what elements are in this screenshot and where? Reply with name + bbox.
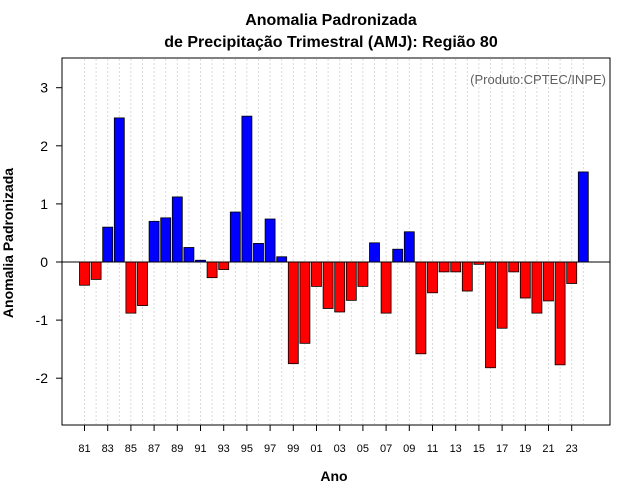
bar-12	[438, 261, 450, 273]
x-tick-label: 01	[310, 443, 322, 455]
bar-95	[241, 115, 253, 263]
bar-85	[125, 261, 137, 314]
bar-87	[148, 220, 160, 263]
bars	[79, 115, 589, 369]
bar-11	[427, 261, 438, 294]
x-tick-label: 13	[450, 443, 462, 455]
bar-93	[218, 261, 230, 270]
bar-82	[90, 261, 102, 280]
bar-16	[485, 261, 496, 369]
x-tick-label: 17	[496, 443, 508, 455]
y-tick-label: -1	[36, 312, 49, 328]
x-tick-label: 23	[566, 443, 578, 455]
y-axis: -2 -1 0 1 2 3	[36, 80, 62, 386]
bar-09	[403, 231, 415, 263]
bar-05	[357, 261, 369, 287]
bar-96	[253, 243, 264, 263]
bar-10	[415, 261, 427, 355]
x-tick-label: 03	[334, 443, 346, 455]
y-tick-label: 0	[40, 254, 48, 270]
plot-frame	[61, 57, 611, 426]
x-tick-label: 21	[542, 443, 554, 455]
x-tick-label: 09	[403, 443, 415, 455]
y-tick-label: -2	[36, 370, 49, 386]
x-tick-label: 83	[102, 443, 114, 455]
chart-title-line-1: Anomalia Padronizada	[245, 12, 417, 29]
bar-04	[345, 261, 357, 301]
bar-24	[577, 171, 589, 263]
x-tick-label: 05	[357, 443, 369, 455]
bar-00	[299, 261, 311, 344]
bar-22	[554, 261, 566, 366]
x-tick-label: 87	[148, 443, 160, 455]
bar-94	[229, 211, 241, 263]
x-tick-label: 93	[218, 443, 230, 455]
bar-14	[461, 261, 473, 292]
x-tick-label: 89	[171, 443, 183, 455]
x-tick-label: 95	[241, 443, 253, 455]
x-tick-label: 97	[264, 443, 276, 455]
bar-81	[79, 261, 90, 286]
bar-23	[566, 261, 578, 284]
x-axis: 81 83 85 87 89 91 93 95 97 99 01 03 05 07 09 11 13 15 17 19…	[78, 425, 578, 455]
bar-89	[171, 196, 183, 263]
bar-19	[519, 261, 531, 299]
bar-02	[322, 261, 334, 309]
y-axis-title: Anomalia Padronizada	[0, 168, 16, 318]
bar-90	[183, 247, 195, 263]
x-tick-label: 15	[473, 443, 485, 455]
bar-21	[543, 261, 554, 302]
x-tick-label: 81	[78, 443, 90, 455]
bar-03	[334, 261, 346, 313]
x-tick-label: 11	[427, 443, 438, 455]
bar-88	[160, 217, 172, 263]
bar-97	[264, 218, 276, 263]
x-tick-label: 19	[519, 443, 531, 455]
y-tick-label: 1	[40, 196, 48, 212]
bar-99	[287, 261, 299, 365]
x-tick-label: 07	[380, 443, 392, 455]
bar-98	[276, 256, 288, 263]
chart-title-line-2: de Precipitação Trimestral (AMJ): Região…	[164, 34, 498, 51]
bar-18	[508, 261, 520, 273]
bar-92	[206, 261, 218, 279]
y-tick-label: 3	[40, 80, 48, 96]
source-annotation: (Produto:CPTEC/INPE)	[470, 72, 606, 87]
bar-84	[113, 117, 125, 263]
x-tick-label: 99	[287, 443, 299, 455]
x-axis-title: Ano	[320, 468, 347, 484]
bar-83	[102, 226, 114, 263]
bar-06	[369, 242, 380, 263]
bar-17	[496, 261, 508, 329]
x-tick-label: 85	[125, 443, 137, 455]
y-tick-label: 2	[40, 138, 48, 154]
bar-08	[392, 248, 404, 263]
bar-07	[380, 261, 392, 314]
bar-01	[311, 261, 322, 287]
bar-13	[450, 261, 462, 273]
x-tick-label: 91	[194, 443, 206, 455]
bar-20	[531, 261, 543, 314]
bar-86	[137, 261, 148, 306]
